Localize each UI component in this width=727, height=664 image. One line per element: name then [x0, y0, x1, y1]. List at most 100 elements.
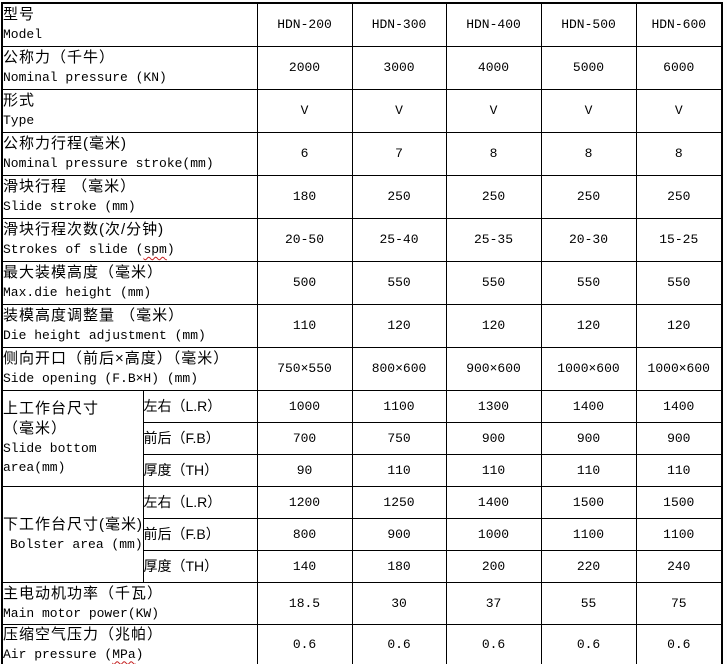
value-cell: 550 [445, 260, 542, 305]
value-cell: 0.6 [445, 623, 542, 664]
value-cell: 250 [351, 174, 447, 219]
value-cell: 900 [445, 421, 542, 455]
row-label-en: Die height adjustment (mm) [3, 328, 206, 343]
value-cell: 110 [256, 303, 353, 348]
value-cell: 7 [351, 131, 447, 176]
value-cell: 250 [540, 174, 637, 219]
header-label-zh: 型号 [3, 6, 36, 24]
row-label-en: Side opening (F.B×H) (mm) [3, 371, 199, 386]
row-label-cell: 公称力（千牛） Nominal pressure (KN) [1, 45, 258, 90]
value-cell: V [445, 88, 542, 133]
spec-row-type: 形式 Type V V V V V [1, 88, 723, 133]
value-cell: 6000 [635, 45, 723, 90]
value-cell: 800×600 [351, 346, 447, 391]
row-label-zh: 侧向开口（前后×高度）（毫米） [3, 350, 230, 367]
spec-row-air-pressure: 压缩空气压力（兆帕） Air pressure (MPa) 0.6 0.6 0.… [1, 623, 723, 664]
spec-row-side-opening: 侧向开口（前后×高度）（毫米） Side opening (F.B×H) (mm… [1, 346, 723, 391]
spec-row-main-motor-power: 主电动机功率（千瓦） Main motor power(KW) 18.5 30 … [1, 581, 723, 625]
group-row-bolster-th: 厚度（TH） 140 180 200 220 240 [2, 549, 723, 583]
model-header-cell: HDN-400 [445, 2, 542, 47]
value-cell: 1200 [256, 485, 353, 519]
group-label-en: Bolster area (mm) [10, 536, 143, 552]
value-cell: 800 [256, 517, 353, 551]
value-cell: 240 [635, 549, 723, 583]
group-label-zh: 下工作台尺寸(毫米) [3, 515, 143, 533]
value-cell: 25-35 [445, 217, 542, 262]
sub-label-cell: 厚度（TH） [142, 453, 258, 487]
row-label-zh: 装模高度调整量 （毫米） [3, 307, 185, 324]
group-row-slide-bottom-th: 厚度（TH） 90 110 110 110 110 [2, 453, 723, 487]
sub-label-cell: 厚度（TH） [142, 549, 258, 583]
row-label-en: Slide stroke (mm) [3, 199, 136, 214]
spec-row-slide-stroke: 滑块行程 （毫米） Slide stroke (mm) 180 250 250 … [1, 174, 723, 219]
row-label-en: Max.die height (mm) [3, 285, 152, 300]
value-cell: 550 [540, 260, 637, 305]
group-row-bolster-lr: 下工作台尺寸(毫米) Bolster area (mm) 左右（L.R） 120… [1, 485, 723, 583]
row-label-zh: 公称力行程(毫米) [3, 135, 127, 152]
value-cell: 120 [540, 303, 637, 348]
group-label-en: area(mm) [3, 460, 66, 475]
header-row: 型号 Model HDN-200 HDN-300 HDN-400 HDN-500… [1, 2, 723, 47]
value-cell: 2000 [256, 45, 353, 90]
value-cell: 0.6 [540, 623, 637, 664]
row-label-zh: 压缩空气压力（兆帕） [3, 625, 164, 643]
row-label-cell: 形式 Type [1, 88, 258, 133]
value-cell: 550 [635, 260, 723, 305]
value-cell: 500 [256, 260, 353, 305]
model-header-cell: HDN-500 [540, 2, 637, 47]
value-cell: 120 [445, 303, 542, 348]
value-cell: 5000 [540, 45, 637, 90]
row-label-en: Main motor power(KW) [3, 605, 160, 621]
misspelled-word: MPa [112, 646, 136, 662]
value-cell: 8 [635, 131, 723, 176]
group-label-en: Slide bottom [3, 441, 97, 456]
value-cell: 1250 [351, 485, 447, 519]
value-cell: 550 [351, 260, 447, 305]
row-label-cell: 最大装模高度（毫米） Max.die height (mm) [1, 260, 258, 305]
group-label-zh: 上工作台尺寸 [3, 400, 100, 417]
value-cell: 20-50 [256, 217, 353, 262]
value-cell: 110 [540, 453, 637, 487]
value-cell: 0.6 [635, 623, 723, 664]
value-cell: 20-30 [540, 217, 637, 262]
row-label-zh: 主电动机功率（千瓦） [3, 584, 164, 602]
value-cell: 4000 [445, 45, 542, 90]
model-header-cell: HDN-200 [256, 2, 353, 47]
row-label-en: Type [3, 113, 35, 128]
value-cell: 8 [445, 131, 542, 176]
row-label-en: Nominal pressure stroke(mm) [3, 156, 214, 171]
value-cell: 30 [351, 581, 447, 625]
value-cell: 140 [256, 549, 353, 583]
sub-label-text: 前后（F.B） [143, 526, 220, 542]
row-label-cell: 侧向开口（前后×高度）（毫米） Side opening (F.B×H) (mm… [1, 346, 258, 391]
group-row-slide-bottom-lr: 上工作台尺寸 （毫米） Slide bottom area(mm) 左右（L.R… [1, 389, 723, 487]
spec-row-strokes-of-slide: 滑块行程次数(次/分钟) Strokes of slide (spm) 20-5… [1, 217, 723, 262]
value-cell: 1100 [635, 517, 723, 551]
value-cell: 750 [351, 421, 447, 455]
sub-label-cell: 前后（F.B） [142, 517, 258, 551]
value-cell: 1300 [445, 389, 542, 423]
label-text: Air pressure ( [3, 646, 113, 662]
value-cell: 1500 [635, 485, 723, 519]
value-cell: 8 [540, 131, 637, 176]
group-label-cell-slide-bottom: 上工作台尺寸 （毫米） Slide bottom area(mm) [1, 389, 144, 487]
value-cell: 1000×600 [635, 346, 723, 391]
header-label-cell: 型号 Model [1, 2, 258, 47]
value-cell: 120 [351, 303, 447, 348]
value-cell: 90 [256, 453, 353, 487]
value-cell: 0.6 [351, 623, 447, 664]
row-label-en: Strokes of slide (spm) [3, 240, 256, 259]
value-cell: 900 [540, 421, 637, 455]
value-cell: 55 [540, 581, 637, 625]
value-cell: 220 [540, 549, 637, 583]
row-label-en: Air pressure (MPa) [3, 645, 256, 664]
value-cell: 110 [445, 453, 542, 487]
label-text: Strokes of slide ( [3, 242, 144, 257]
row-label-cell: 公称力行程(毫米) Nominal pressure stroke(mm) [1, 131, 258, 176]
value-cell: 0.6 [256, 623, 353, 664]
value-cell: 25-40 [351, 217, 447, 262]
value-cell: V [351, 88, 447, 133]
sub-label-text: 前后（F.B） [143, 430, 220, 446]
row-label-zh: 最大装模高度（毫米） [3, 264, 164, 281]
